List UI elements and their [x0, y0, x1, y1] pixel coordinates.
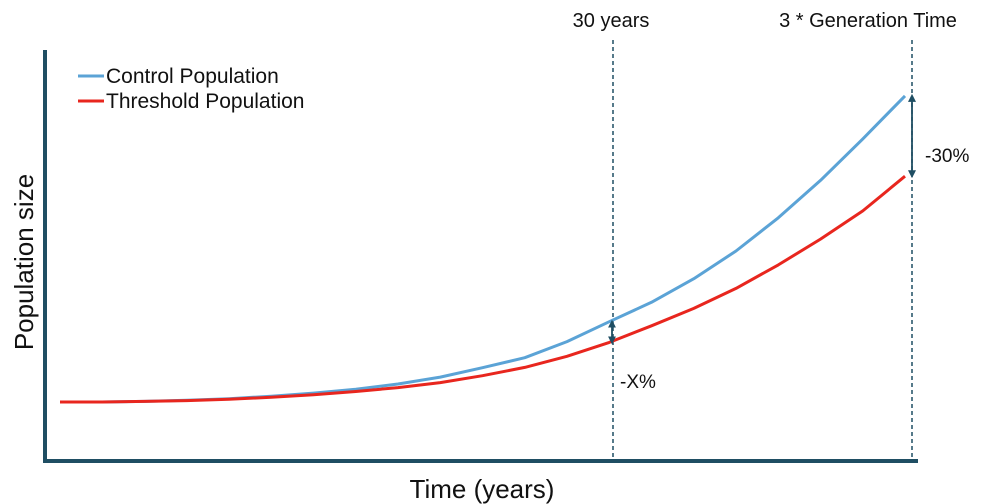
- marker-label-3-generation: 3 * Generation Time: [779, 10, 957, 32]
- difference-label-3-generation: -30%: [925, 146, 969, 167]
- marker-label-30-years: 30 years: [573, 10, 650, 32]
- series-line-threshold-population: [60, 175, 906, 404]
- difference-label-30-years: -X%: [620, 372, 656, 393]
- legend-label-control-population: Control Population: [106, 65, 279, 88]
- legend: Control Population Threshold Population: [78, 65, 304, 113]
- y-axis-title: Population size: [9, 174, 39, 350]
- series-line-control-population: [60, 94, 907, 404]
- legend-label-threshold-population: Threshold Population: [106, 90, 304, 113]
- x-axis-title: Time (years): [410, 474, 555, 504]
